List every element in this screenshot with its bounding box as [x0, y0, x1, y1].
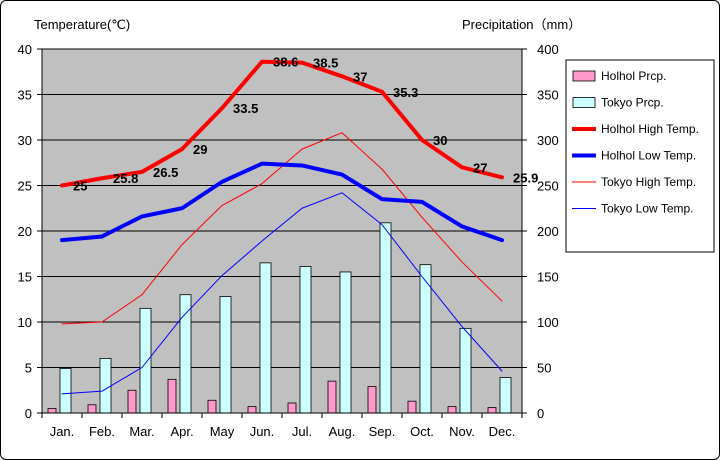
- legend-label: Tokyo Prcp.: [601, 96, 664, 110]
- bar-holhol-prcp-8: [367, 386, 377, 414]
- bar-tokyo-prcp-9: [419, 264, 432, 414]
- legend-label: Holhol High Temp.: [601, 122, 699, 136]
- legend: Holhol Prcp. Tokyo Prcp. Holhol High Temp.…: [565, 59, 715, 253]
- line-holhol-high-temp-: [60, 59, 504, 188]
- bar-tokyo-prcp-11: [499, 377, 512, 414]
- right-tick-label: 150: [537, 270, 559, 285]
- right-tick-label: 400: [537, 42, 559, 57]
- left-tick-label: 30: [18, 133, 32, 148]
- bar-holhol-prcp-10: [447, 406, 457, 414]
- legend-swatch: [572, 70, 596, 82]
- bar-tokyo-prcp-4: [219, 296, 232, 414]
- bar-holhol-prcp-5: [247, 406, 257, 414]
- left-tick-label: 15: [18, 270, 32, 285]
- data-label: 37: [353, 69, 367, 84]
- x-tick-label: Oct.: [410, 424, 434, 439]
- bar-tokyo-prcp-8: [379, 222, 392, 414]
- right-tick-label: 50: [537, 361, 551, 376]
- left-tick-label: 10: [18, 315, 32, 330]
- left-tick-label: 25: [18, 179, 32, 194]
- precipitation-bars: [47, 222, 512, 414]
- bar-tokyo-prcp-0: [59, 368, 72, 414]
- x-tick-label: Jan.: [50, 424, 75, 439]
- data-label: 38.5: [313, 56, 338, 71]
- bar-holhol-prcp-1: [87, 404, 97, 414]
- bar-tokyo-prcp-10: [459, 327, 472, 414]
- gridlines: [42, 94, 522, 368]
- left-tick-label: 20: [18, 224, 32, 239]
- line-tokyo-low-temp-: [61, 192, 503, 395]
- left-tick-label: 0: [25, 406, 32, 421]
- left-tick-label: 5: [25, 361, 32, 376]
- legend-swatch: [572, 97, 596, 108]
- data-label: 35.3: [393, 85, 418, 100]
- bar-tokyo-prcp-7: [339, 271, 352, 414]
- line-holhol-low-temp-: [60, 161, 504, 243]
- x-tick-label: Nov.: [449, 424, 475, 439]
- legend-label: Holhol Low Temp.: [601, 149, 696, 163]
- left-axis-title: Temperature(℃): [34, 17, 130, 32]
- right-tick-label: 200: [537, 224, 559, 239]
- right-tick-label: 100: [537, 315, 559, 330]
- bar-holhol-prcp-0: [47, 408, 57, 414]
- data-label: 26.5: [153, 165, 178, 180]
- x-tick-label: Apr.: [170, 424, 193, 439]
- x-tick-label: Mar.: [129, 424, 154, 439]
- right-tick-label: 350: [537, 88, 559, 103]
- data-label: 30: [433, 133, 447, 148]
- bar-tokyo-prcp-1: [99, 357, 112, 414]
- x-tick-label: Dec.: [489, 424, 516, 439]
- x-tick-label: Feb.: [89, 424, 115, 439]
- x-tick-label: May: [210, 424, 235, 439]
- bar-holhol-prcp-9: [407, 400, 417, 414]
- bar-tokyo-prcp-2: [139, 307, 152, 414]
- data-label: 25: [73, 179, 87, 194]
- right-tick-label: 300: [537, 133, 559, 148]
- bar-holhol-prcp-11: [487, 407, 497, 414]
- bar-tokyo-prcp-3: [179, 294, 192, 414]
- x-tick-label: Aug.: [329, 424, 356, 439]
- bar-tokyo-prcp-5: [259, 262, 272, 414]
- data-label: 25.9: [513, 170, 538, 185]
- bar-tokyo-prcp-6: [299, 266, 312, 414]
- legend-label: Tokyo High Temp.: [601, 175, 696, 189]
- x-tick-label: Jun.: [250, 424, 275, 439]
- legend-label: Tokyo Low Temp.: [601, 202, 694, 216]
- bar-holhol-prcp-3: [167, 378, 177, 414]
- temperature-lines: [60, 59, 504, 395]
- left-tick-label: 35: [18, 88, 32, 103]
- data-label: 27: [473, 160, 487, 175]
- data-labels: 25 25.8 26.5 29 33.5 38.6 38.5 37 35.3 30 27 25.9: [73, 55, 538, 194]
- left-tick-label: 40: [18, 42, 32, 57]
- x-tick-label: Jul.: [292, 424, 312, 439]
- data-label: 33.5: [233, 101, 258, 116]
- x-tick-label: Sep.: [369, 424, 396, 439]
- bar-holhol-prcp-6: [287, 402, 297, 414]
- axes: 0510152025303540050100150200250300350400…: [18, 42, 559, 439]
- right-tick-label: 0: [537, 406, 544, 421]
- data-label: 29: [193, 142, 207, 157]
- legend-label: Holhol Prcp.: [601, 69, 666, 83]
- right-tick-label: 250: [537, 179, 559, 194]
- right-axis-title: Precipitation（mm）: [462, 17, 581, 32]
- bar-holhol-prcp-2: [127, 389, 137, 414]
- bar-holhol-prcp-7: [327, 380, 337, 414]
- data-label: 38.6: [273, 55, 298, 70]
- bar-holhol-prcp-4: [207, 399, 217, 414]
- data-label: 25.8: [113, 171, 138, 186]
